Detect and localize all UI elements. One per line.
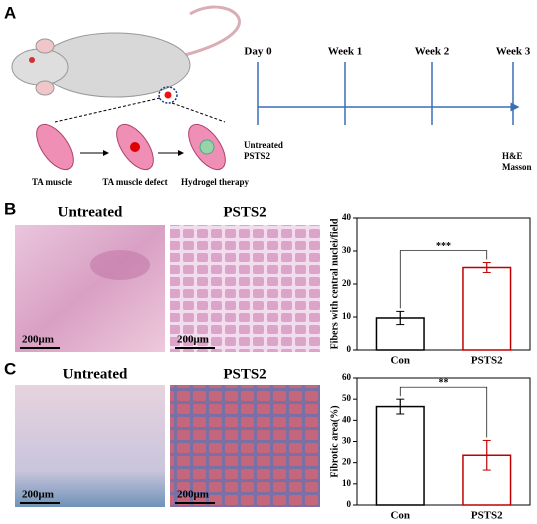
- panel-label: A: [4, 3, 16, 22]
- y-tick-label: 10: [342, 478, 352, 488]
- timeline-label: Masson: [502, 162, 532, 172]
- timeline-point: Day 0: [244, 46, 272, 58]
- x-tick-label: Con: [390, 510, 410, 522]
- x-tick-label: PSTS2: [471, 355, 503, 367]
- micrograph: [170, 385, 320, 507]
- significance-bracket: [399, 386, 488, 438]
- y-tick-label: 20: [342, 457, 352, 467]
- y-tick-label: 0: [347, 499, 352, 509]
- axes-frame: [356, 377, 531, 506]
- axes-frame: [356, 217, 531, 351]
- micrograph: [15, 225, 165, 352]
- bar: [375, 405, 425, 506]
- significance-bracket: [399, 250, 488, 309]
- image-title: PSTS2: [223, 366, 266, 382]
- y-tick-label: 40: [342, 212, 352, 222]
- timeline: [257, 62, 520, 125]
- schematic-label: TA muscle defect: [102, 177, 167, 187]
- timeline-label: Untreated: [244, 140, 283, 150]
- schematic-label: Hydrogel therapy: [181, 177, 250, 187]
- scale-bar-label: 200μm: [177, 334, 209, 346]
- y-tick-label: 30: [342, 245, 352, 255]
- y-tick-label: 30: [342, 436, 352, 446]
- micrograph: [15, 385, 165, 507]
- y-tick-label: 40: [342, 414, 352, 424]
- significance-label: **: [439, 377, 449, 388]
- x-tick-label: Con: [390, 355, 410, 367]
- timeline-point: Week 1: [328, 46, 363, 58]
- y-tick-label: 60: [342, 372, 352, 382]
- scale-bar-label: 200μm: [177, 489, 209, 501]
- image-title: Untreated: [58, 204, 123, 220]
- bar: [462, 266, 512, 351]
- micrograph: [170, 225, 320, 352]
- mouse: [11, 5, 241, 123]
- y-axis-label: Fibers with central nuclei/field: [329, 218, 340, 349]
- y-tick-label: 20: [342, 278, 352, 288]
- timeline-label: PSTS2: [244, 151, 271, 161]
- y-tick-label: 50: [342, 393, 352, 403]
- scale-bar-label: 200μm: [22, 489, 54, 501]
- x-tick-label: PSTS2: [471, 510, 503, 522]
- y-tick-label: 0: [347, 344, 352, 354]
- scale-bar-label: 200μm: [22, 334, 54, 346]
- timeline-point: Week 3: [496, 46, 531, 58]
- schematic-label: TA muscle: [32, 177, 72, 187]
- image-title: PSTS2: [223, 204, 266, 220]
- muscles: [36, 123, 226, 171]
- image-title: Untreated: [63, 366, 128, 382]
- timeline-point: Week 2: [415, 46, 450, 58]
- significance-label: ***: [436, 241, 451, 252]
- panel-label: B: [4, 199, 16, 218]
- panel-label: C: [4, 359, 16, 378]
- timeline-label: H&E: [502, 151, 523, 161]
- y-tick-label: 10: [342, 311, 352, 321]
- y-axis-label: Fibrotic area(%): [329, 405, 340, 477]
